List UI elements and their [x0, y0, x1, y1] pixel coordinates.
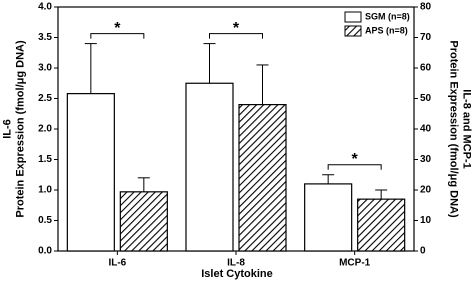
significance-star: * [114, 20, 121, 37]
bar [119, 191, 168, 252]
legend-swatch [344, 25, 362, 37]
y-tick-label: 1.5 [38, 154, 52, 165]
bar [66, 93, 115, 252]
y2-tick-label: 50 [420, 93, 432, 104]
y-tick-label: 0.5 [38, 215, 52, 226]
y2-axis-label-line: Protein Expression (fmol/μg DNA) [448, 40, 460, 218]
y-axis-label-line: Protein Expression (fmol/μg DNA) [14, 40, 26, 218]
y2-tick-label: 20 [420, 185, 432, 196]
y-tick-label: 0.0 [38, 246, 52, 257]
bar [304, 183, 353, 252]
y2-axis-label-line: IL-8 and MCP-1 [461, 89, 473, 168]
bar [185, 82, 234, 252]
legend-swatch [344, 11, 362, 23]
y2-tick-label: 10 [420, 215, 432, 226]
x-tick-label: IL-6 [108, 258, 126, 269]
x-tick-label: MCP-1 [339, 258, 371, 269]
y-tick-label: 3.5 [38, 32, 52, 43]
y-tick-label: 1.0 [38, 185, 52, 196]
significance-bracket [327, 164, 382, 170]
y2-tick-label: 40 [420, 124, 432, 135]
bar [238, 103, 287, 252]
x-axis-label: Islet Cytokine [201, 268, 273, 280]
y2-tick-label: 30 [420, 154, 432, 165]
y2-tick-label: 80 [420, 2, 432, 13]
significance-star: * [352, 151, 359, 168]
y-tick-label: 2.0 [38, 124, 52, 135]
significance-star: * [233, 20, 240, 37]
significance-bracket [209, 33, 263, 39]
y-axis-label: IL-6 Protein Expression (fmol/μg DNA) [1, 40, 26, 218]
legend-label: APS (n=8) [365, 25, 408, 35]
y2-tick-label: 0 [420, 246, 426, 257]
significance-bracket [90, 33, 145, 39]
y-tick-label: 3.0 [38, 63, 52, 74]
y2-tick-label: 60 [420, 63, 432, 74]
bar [357, 198, 406, 252]
legend-label: SGM (n=8) [365, 11, 410, 21]
x-tick-label: IL-8 [227, 258, 245, 269]
y-axis-label-line: IL-6 [1, 119, 13, 139]
y2-tick-label: 70 [420, 32, 432, 43]
y-tick-label: 2.5 [38, 93, 52, 104]
y-tick-label: 4.0 [38, 2, 52, 13]
